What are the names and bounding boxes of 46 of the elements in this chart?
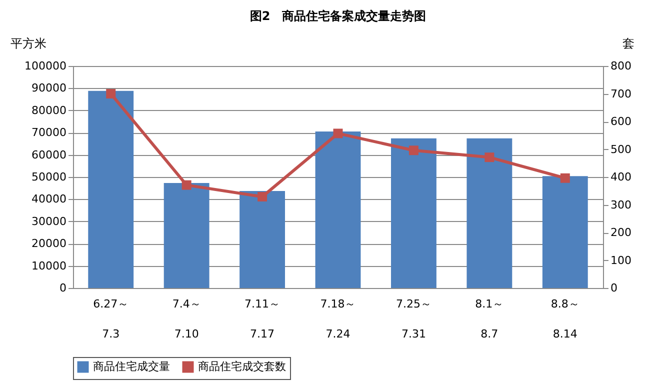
y-tick-label: 30000 <box>32 214 66 228</box>
y2-tick-label: 500 <box>610 142 632 156</box>
legend-label: 商品住宅成交量 <box>93 360 170 373</box>
legend-label: 商品住宅成交套数 <box>198 360 286 373</box>
y2-tick-label: 300 <box>610 198 632 212</box>
point <box>408 146 418 156</box>
chart-title: 图2 商品住宅备案成交量走势图 <box>250 9 426 23</box>
bar <box>315 131 361 288</box>
y-tick-label: 100000 <box>24 60 66 72</box>
category-label: 7.25～ 7.31 <box>396 298 432 340</box>
y-tick-label: 60000 <box>32 148 66 162</box>
category-label: 7.4～ 7.10 <box>172 298 201 340</box>
y-tick-label: 20000 <box>32 237 66 250</box>
y-tick-label: 90000 <box>32 82 66 95</box>
point <box>106 89 116 98</box>
category-label: 7.11～ 7.17 <box>244 298 280 340</box>
point <box>258 192 268 202</box>
y2-tick-label: 200 <box>610 226 632 239</box>
y-axis-title: 平方米 <box>10 36 46 50</box>
point <box>560 173 570 183</box>
bar <box>466 138 512 288</box>
bar <box>542 176 588 288</box>
bar <box>164 182 210 288</box>
y2-axis-title: 套 <box>622 36 634 50</box>
bar <box>88 90 134 288</box>
y2-tick-label: 400 <box>610 170 632 184</box>
bar <box>240 190 285 288</box>
y-tick-label: 70000 <box>32 126 66 140</box>
category-label: 6.27～ 7.3 <box>93 298 129 340</box>
category-label: 8.8～ 8.14 <box>550 298 580 340</box>
y2-tick-label: 600 <box>610 115 632 128</box>
y-tick-label: 40000 <box>32 192 66 206</box>
point <box>182 180 192 190</box>
point <box>333 128 343 138</box>
category-label: 7.18～ 7.24 <box>320 298 356 340</box>
y-tick-label: 10000 <box>32 259 66 272</box>
bar <box>391 138 436 288</box>
y2-tick-label: 0 <box>610 282 618 294</box>
category-label: 8.1～ 8.7 <box>475 298 504 340</box>
y-tick-label: 0 <box>60 282 66 294</box>
point <box>484 152 494 162</box>
y2-tick-label: 100 <box>610 254 632 267</box>
y-tick-label: 80000 <box>32 104 66 117</box>
y-tick-label: 50000 <box>32 170 66 184</box>
y2-tick-label: 700 <box>610 87 632 100</box>
y2-tick-label: 800 <box>610 60 632 72</box>
